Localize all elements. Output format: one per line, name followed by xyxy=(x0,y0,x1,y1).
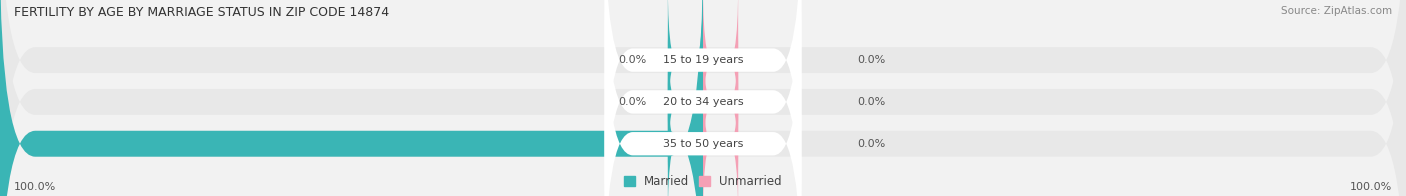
FancyBboxPatch shape xyxy=(605,0,801,196)
Text: 35 to 50 years: 35 to 50 years xyxy=(662,139,744,149)
FancyBboxPatch shape xyxy=(668,70,703,196)
FancyBboxPatch shape xyxy=(0,0,703,196)
Text: 0.0%: 0.0% xyxy=(858,139,886,149)
Text: 0.0%: 0.0% xyxy=(619,55,647,65)
FancyBboxPatch shape xyxy=(703,28,738,176)
FancyBboxPatch shape xyxy=(668,28,703,176)
Text: Source: ZipAtlas.com: Source: ZipAtlas.com xyxy=(1281,6,1392,16)
Text: 0.0%: 0.0% xyxy=(858,55,886,65)
Text: 15 to 19 years: 15 to 19 years xyxy=(662,55,744,65)
Text: 0.0%: 0.0% xyxy=(858,97,886,107)
Text: 100.0%: 100.0% xyxy=(14,182,56,192)
FancyBboxPatch shape xyxy=(605,0,801,196)
Text: 100.0%: 100.0% xyxy=(1350,182,1392,192)
Text: 20 to 34 years: 20 to 34 years xyxy=(662,97,744,107)
Legend: Married, Unmarried: Married, Unmarried xyxy=(624,175,782,188)
FancyBboxPatch shape xyxy=(605,0,801,196)
FancyBboxPatch shape xyxy=(668,0,703,134)
Text: 0.0%: 0.0% xyxy=(619,97,647,107)
FancyBboxPatch shape xyxy=(703,70,738,196)
FancyBboxPatch shape xyxy=(703,0,738,134)
Text: FERTILITY BY AGE BY MARRIAGE STATUS IN ZIP CODE 14874: FERTILITY BY AGE BY MARRIAGE STATUS IN Z… xyxy=(14,6,389,19)
